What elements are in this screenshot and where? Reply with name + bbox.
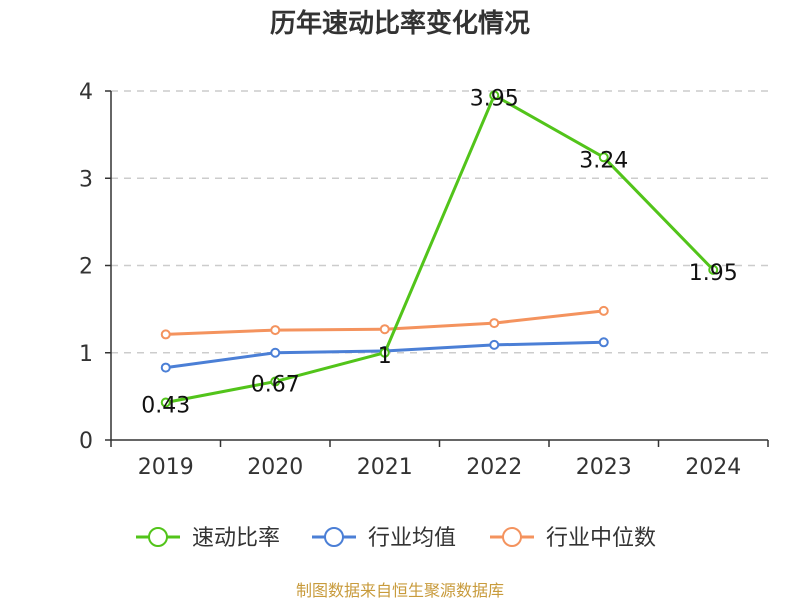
legend-marker-2 (502, 527, 522, 547)
data-label: 0.43 (141, 393, 190, 418)
data-label: 0.67 (251, 373, 300, 398)
series-lines (160, 90, 719, 408)
series-line-0 (165, 93, 715, 404)
data-labels: 0.43 0.67 1 3.95 3.24 1.95 (141, 86, 737, 418)
data-point (160, 329, 171, 340)
data-point (489, 318, 500, 329)
legend-marker-1 (324, 527, 344, 547)
data-label: 3.95 (470, 86, 519, 111)
x-tick-label: 2019 (138, 455, 194, 480)
data-point (489, 339, 500, 350)
x-tick-label: 2023 (576, 455, 632, 480)
y-tick-label: 2 (79, 255, 93, 280)
x-tick-label: 2021 (357, 455, 413, 480)
legend[interactable]: 速动比率 行业均值 行业中位数 (136, 526, 656, 551)
x-tick-label: 2020 (247, 455, 303, 480)
data-point (160, 362, 171, 373)
legend-label-1: 行业均值 (368, 526, 456, 551)
data-point (270, 325, 281, 336)
grid-lines (111, 90, 768, 354)
y-tick-label: 0 (79, 429, 93, 454)
source-note: 制图数据来自恒生聚源数据库 (296, 581, 504, 600)
data-point (708, 264, 719, 275)
y-tick-label: 4 (79, 80, 93, 105)
chart-title: 历年速动比率变化情况 (270, 8, 530, 39)
x-tick-label: 2022 (466, 455, 522, 480)
data-point (270, 347, 281, 358)
data-label: 1.95 (689, 261, 738, 286)
data-label: 1 (378, 344, 392, 369)
legend-marker-0 (148, 527, 168, 547)
data-point (379, 347, 390, 358)
legend-label-2: 行业中位数 (546, 526, 656, 551)
x-tick-label: 2024 (685, 455, 741, 480)
data-point (379, 324, 390, 335)
axes: 0 1 2 3 4 2019 2020 2021 2022 2023 2024 (79, 80, 769, 480)
legend-label-0: 速动比率 (192, 526, 280, 551)
y-tick-label: 1 (79, 342, 93, 367)
data-point (489, 90, 500, 101)
data-point (598, 305, 609, 316)
data-point (598, 152, 609, 163)
y-tick-label: 3 (79, 167, 93, 192)
data-label: 3.24 (579, 148, 628, 173)
data-point (270, 376, 281, 387)
data-point (160, 397, 171, 408)
data-point (598, 337, 609, 348)
